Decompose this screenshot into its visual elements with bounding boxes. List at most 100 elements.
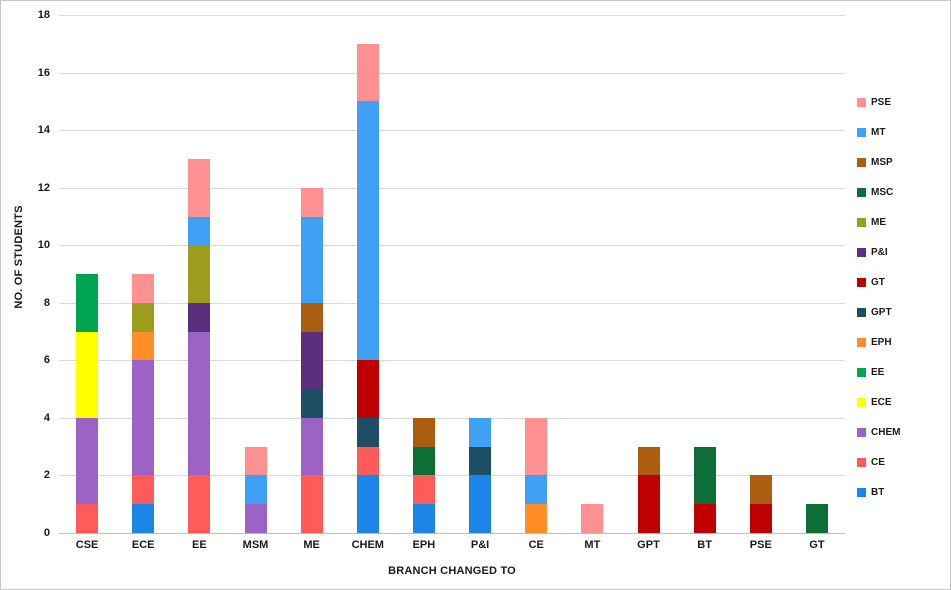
legend-swatch-icon [857, 458, 866, 467]
bar-segment-mt [244, 475, 267, 505]
bar-segment-mt [525, 475, 548, 505]
legend-item-ece: ECE [857, 394, 900, 411]
x-axis-tick-label: ECE [131, 539, 155, 551]
bar-segment-p-i [188, 302, 211, 332]
bar-segment-eph [132, 331, 155, 361]
x-axis-tick-label: GT [809, 539, 825, 551]
bar-pse [749, 475, 772, 533]
legend-label: ME [871, 217, 886, 228]
x-axis-tick-label: EE [192, 539, 207, 551]
x-axis-tick-label: MT [584, 539, 601, 551]
bar-ece [132, 274, 155, 533]
bar-segment-ce [132, 475, 155, 505]
bar-segment-ee [76, 274, 99, 332]
bar-segment-mt [188, 216, 211, 246]
gridline [59, 417, 845, 419]
x-axis-tick-label: CHEM [351, 539, 384, 551]
legend-swatch-icon [857, 158, 866, 167]
legend-label: GPT [871, 307, 892, 318]
x-axis-tick-label: BT [697, 539, 712, 551]
legend-label: BT [871, 487, 885, 498]
gridline [59, 15, 845, 16]
bar-segment-gt [749, 504, 772, 533]
legend-label: EE [871, 367, 885, 378]
y-axis-tick-label: 8 [43, 296, 50, 309]
y-axis-tick-label: 0 [43, 527, 50, 539]
x-axis-tick-label: PSE [749, 539, 772, 551]
legend-swatch-icon [857, 338, 866, 347]
x-axis-tick-label: GPT [637, 539, 660, 551]
bar-segment-gpt [469, 446, 492, 476]
legend-label: EPH [871, 337, 892, 348]
legend-label: MSP [871, 157, 893, 168]
gridline [59, 72, 845, 74]
gridline [59, 302, 845, 304]
legend-item-ee: EE [857, 364, 900, 381]
legend-swatch-icon [857, 248, 866, 257]
bar-segment-pse [188, 158, 211, 217]
bar-segment-p-i [300, 331, 323, 390]
legend-swatch-icon [857, 488, 866, 497]
gridline [59, 245, 845, 247]
y-axis-tick-label: 2 [43, 469, 50, 482]
legend-item-p-i: P&I [857, 244, 900, 261]
bar-segment-msc [805, 504, 828, 533]
bar-segment-pse [525, 417, 548, 476]
gridline [59, 533, 845, 534]
legend-item-gt: GT [857, 274, 900, 291]
bar-segment-msp [637, 446, 660, 476]
x-axis-tick-label: ME [303, 539, 320, 551]
y-axis-title: NO. OF STUDENTS [13, 205, 25, 309]
legend-item-bt: BT [857, 484, 900, 501]
bar-segment-ce [76, 504, 99, 533]
legend-item-eph: EPH [857, 334, 900, 351]
bar-segment-msp [300, 302, 323, 332]
bar-cse [76, 274, 99, 533]
y-axis-tick-label: 16 [37, 66, 50, 79]
bar-segment-gt [693, 504, 716, 533]
bar-segment-msp [749, 475, 772, 505]
bar-segment-mt [300, 216, 323, 303]
y-axis-tick-label: 12 [37, 181, 50, 194]
bar-segment-me [132, 302, 155, 332]
bar-segment-gt [637, 475, 660, 533]
legend-swatch-icon [857, 368, 866, 377]
bar-p-i [469, 417, 492, 533]
bar-segment-ce [188, 475, 211, 533]
bar-segment-bt [132, 504, 155, 533]
x-axis-tick-label: EPH [412, 539, 436, 551]
bar-ee [188, 158, 211, 533]
bar-segment-msc [693, 446, 716, 505]
bar-segment-me [188, 245, 211, 303]
bar-segment-msp [412, 417, 435, 447]
legend-label: CHEM [871, 427, 901, 438]
bar-segment-chem [188, 331, 211, 476]
bar-segment-pse [244, 446, 267, 476]
gridline [59, 187, 845, 189]
legend-item-msc: MSC [857, 184, 900, 201]
bar-segment-ece [76, 331, 99, 418]
gridline [59, 130, 845, 132]
bar-msm [244, 446, 267, 533]
legend-label: MSC [871, 187, 894, 198]
legend-item-chem: CHEM [857, 424, 900, 441]
x-axis-tick-label: MSM [242, 539, 269, 551]
y-axis-tick-label: 4 [43, 411, 50, 424]
gridline [59, 475, 845, 477]
bar-segment-bt [469, 475, 492, 533]
bar-segment-eph [525, 504, 548, 533]
legend: PSE MT MSP MSC ME P&I GT GPT EPH EE ECE CHEM CE BT [857, 94, 900, 501]
y-axis-tick-label: 18 [37, 9, 50, 21]
legend-item-ce: CE [857, 454, 900, 471]
bar-segment-pse [300, 187, 323, 217]
bar-segment-gt [356, 360, 379, 418]
bar-bt [693, 446, 716, 533]
bar-segment-gpt [356, 417, 379, 447]
legend-swatch-icon [857, 98, 866, 107]
y-axis-tick-label: 10 [37, 239, 50, 252]
legend-label: GT [871, 277, 885, 288]
bar-segment-chem [132, 360, 155, 476]
plot-area: 0 2 4 6 8 10 12 14 16 18 CSE ECE EE MSM ME CHEM EPH P&I CE… [38, 9, 845, 551]
bar-gt [805, 504, 828, 533]
